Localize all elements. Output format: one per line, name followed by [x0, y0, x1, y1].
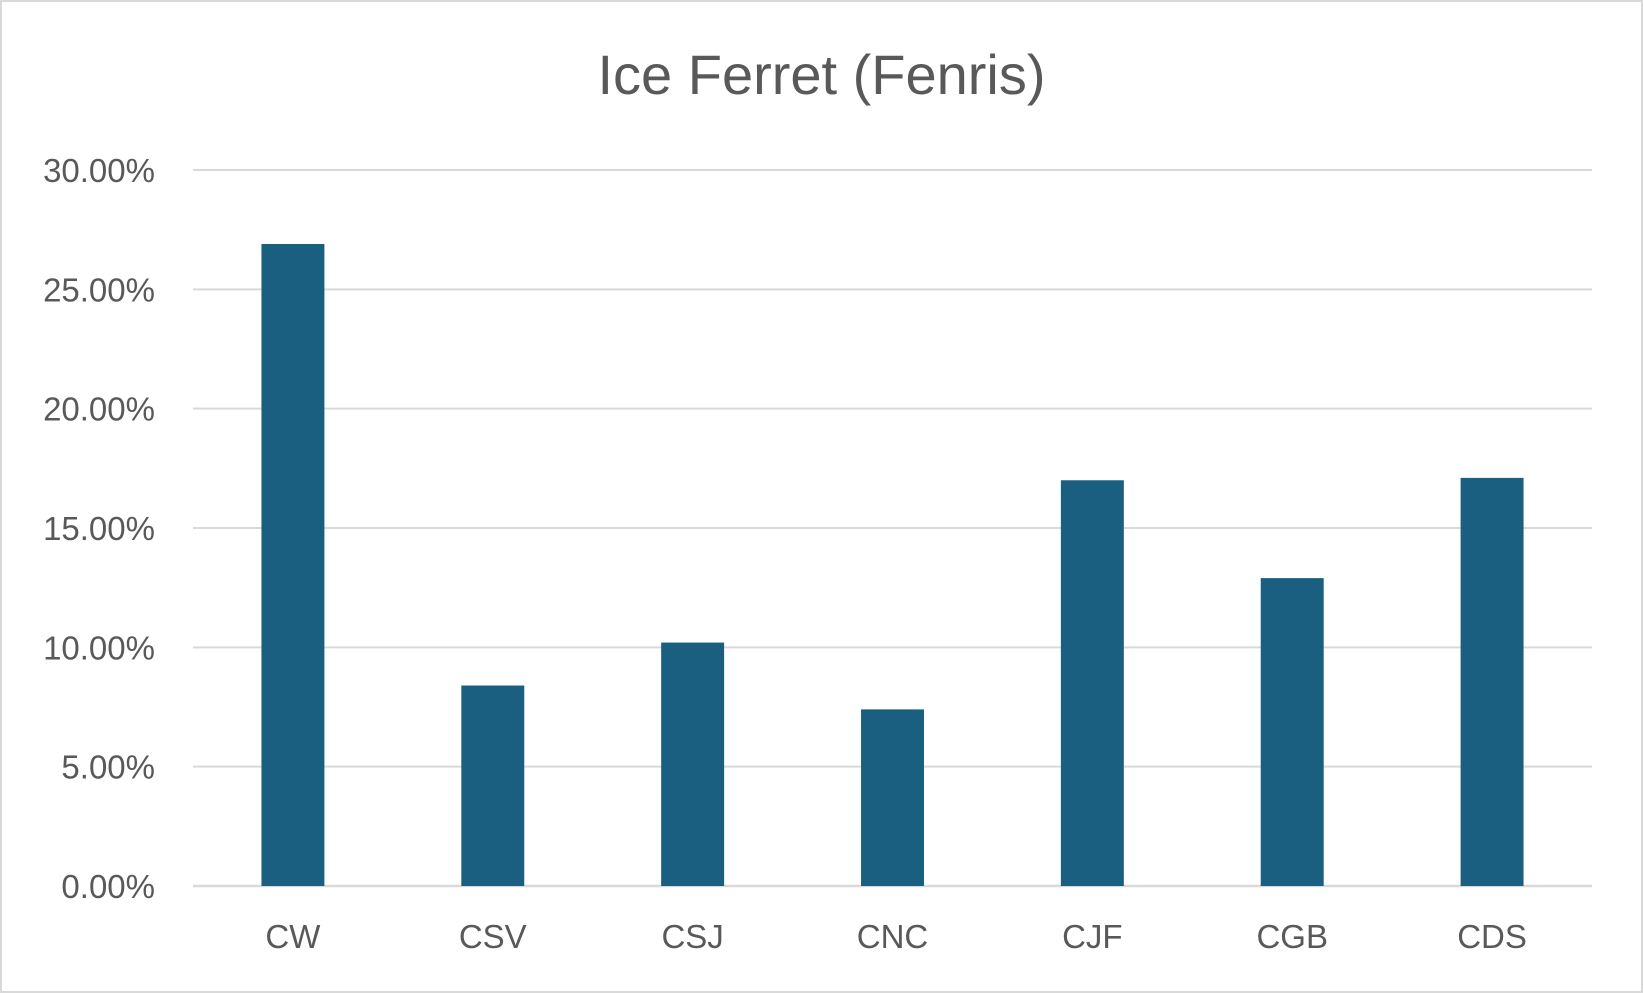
bar-cw — [261, 243, 325, 886]
bars — [261, 243, 1524, 886]
x-tick-label: CDS — [1457, 918, 1527, 955]
bar-cjf — [1060, 480, 1124, 886]
y-tick-label: 5.00% — [61, 749, 155, 786]
bar-cnc — [861, 709, 924, 886]
bar-cds — [1460, 477, 1524, 886]
y-tick-label: 15.00% — [43, 510, 155, 547]
x-tick-label: CSJ — [661, 918, 723, 955]
x-tick-label: CSV — [459, 918, 527, 955]
bar-csj — [661, 642, 725, 886]
bar-cgb — [1260, 578, 1324, 886]
y-tick-label: 20.00% — [43, 391, 155, 428]
bar-csv — [461, 685, 525, 886]
x-tick-label: CNC — [857, 918, 929, 955]
chart-title: Ice Ferret (Fenris) — [597, 43, 1046, 106]
x-tick-label: CGB — [1256, 918, 1328, 955]
y-tick-label: 30.00% — [43, 152, 155, 189]
x-tick-label: CW — [265, 918, 321, 955]
x-axis-tick-labels: CW CSV CSJ CNC CJF CGB CDS — [265, 918, 1526, 955]
y-tick-label: 0.00% — [61, 868, 155, 905]
y-tick-label: 10.00% — [43, 629, 155, 666]
x-tick-label: CJF — [1062, 918, 1123, 955]
gridlines — [193, 169, 1592, 888]
y-tick-label: 25.00% — [43, 271, 155, 308]
y-axis-tick-labels: 0.00% 5.00% 10.00% 15.00% 20.00% 25.00% 30.00% — [43, 152, 155, 905]
